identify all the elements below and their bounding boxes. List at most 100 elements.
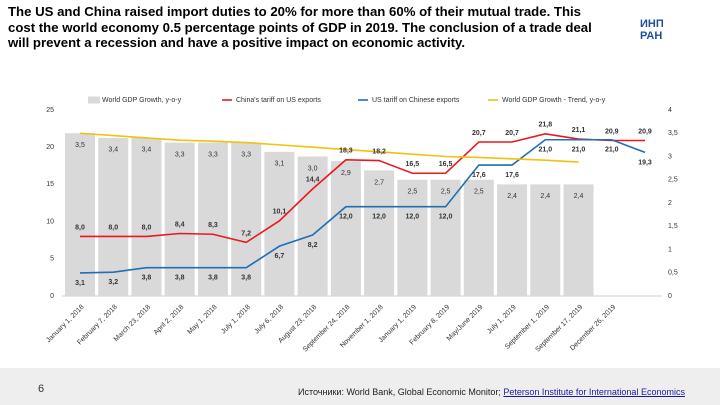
data-label: 21,0 — [572, 147, 586, 154]
data-label: 2,7 — [374, 179, 384, 186]
data-label: 16,5 — [439, 161, 453, 168]
y2-tick-label: 2 — [668, 200, 672, 207]
data-label: 21,8 — [538, 122, 552, 129]
bar — [264, 151, 295, 296]
slide-title: The US and China raised import duties to… — [8, 4, 592, 50]
y2-tick-label: 1,5 — [668, 223, 678, 230]
data-label: 19,3 — [638, 159, 652, 166]
data-label: 16,5 — [406, 161, 420, 168]
legend-label: China's tariff on US exports — [236, 97, 321, 104]
x-tick-label: May/June 2019 — [446, 304, 485, 343]
legend-swatch — [88, 96, 100, 104]
bar — [430, 179, 461, 296]
x-tick-label: March 23, 2018 — [113, 304, 152, 343]
data-label: 8,4 — [175, 221, 185, 228]
y-tick-label: 20 — [46, 144, 54, 151]
data-label: 6,7 — [275, 253, 285, 260]
y2-tick-label: 3 — [668, 153, 672, 160]
line — [79, 132, 579, 163]
data-label: 10,1 — [273, 209, 287, 216]
x-tick-label: July 6, 2018 — [253, 304, 285, 336]
data-label: 3,8 — [175, 275, 185, 282]
y2-tick-label: 0,5 — [668, 270, 678, 277]
y2-tick-label: 1 — [668, 246, 672, 253]
data-label: 3,1 — [275, 161, 285, 168]
data-label: 2,4 — [574, 193, 584, 200]
bar — [98, 137, 129, 296]
bar — [397, 179, 428, 296]
page-number: 6 — [38, 383, 45, 395]
data-label: 21,0 — [605, 147, 619, 154]
y-tick-label: 10 — [46, 218, 54, 225]
y-tick-label: 5 — [50, 256, 54, 263]
data-label: 12,0 — [372, 214, 386, 221]
data-label: 8,3 — [208, 222, 218, 229]
bar — [364, 170, 395, 296]
legend-label: US tariff on Chinese exports — [372, 97, 460, 104]
data-label: 17,6 — [505, 172, 519, 179]
bar — [463, 179, 494, 296]
data-label: 17,6 — [472, 172, 486, 179]
source-link[interactable]: Peterson Institute for International Eco… — [503, 387, 685, 397]
data-label: 20,7 — [472, 130, 486, 137]
data-label: 2,9 — [341, 170, 351, 177]
data-label: 12,0 — [339, 214, 353, 221]
y2-tick-label: 4 — [668, 107, 672, 114]
data-label: 2,5 — [407, 189, 417, 196]
data-label: 8,2 — [308, 242, 318, 249]
data-label: 12,0 — [439, 214, 453, 221]
legend-label: World GDP Growth, y-o-y — [102, 97, 182, 104]
bar — [197, 142, 228, 296]
x-tick-label: July 1, 2018 — [220, 304, 252, 336]
bar — [530, 184, 561, 296]
data-label: 21,0 — [538, 147, 552, 154]
data-label: 2,5 — [474, 189, 484, 196]
line — [80, 132, 645, 244]
bar — [330, 161, 361, 296]
source: Источники: World Bank, Global Economic M… — [298, 387, 685, 397]
y-tick-label: 15 — [46, 181, 54, 188]
x-tick-label: April 2, 2018 — [153, 304, 186, 337]
bar — [563, 184, 594, 296]
data-label: 8,0 — [75, 224, 85, 231]
data-label: 3,4 — [142, 147, 152, 154]
data-label: 3,8 — [241, 275, 251, 282]
footer — [0, 368, 720, 405]
source-text: Источники: World Bank, Global Economic M… — [298, 387, 504, 397]
data-label: 3,2 — [108, 279, 118, 286]
data-label: 3,8 — [208, 275, 218, 282]
y2-tick-label: 3,5 — [668, 130, 678, 137]
bar — [497, 184, 528, 296]
data-label: 3,5 — [75, 142, 85, 149]
data-label: 2,5 — [441, 189, 451, 196]
data-label: 3,8 — [142, 275, 152, 282]
x-tick-label: July 1, 2019 — [486, 304, 518, 336]
data-label: 20,7 — [505, 130, 519, 137]
data-label: 3,3 — [241, 151, 251, 158]
data-label: 8,0 — [142, 224, 152, 231]
y-tick-label: 25 — [46, 107, 54, 114]
legend-label: World GDP Growth - Trend, y-o-y — [502, 97, 606, 104]
data-label: 20,9 — [605, 128, 619, 135]
data-label: 3,4 — [108, 147, 118, 154]
data-label: 18,2 — [372, 148, 386, 155]
data-label: 14,4 — [306, 177, 320, 184]
data-label: 2,4 — [507, 193, 517, 200]
data-label: 3,0 — [308, 165, 318, 172]
data-label: 3,3 — [208, 151, 218, 158]
data-label: 8,0 — [108, 224, 118, 231]
data-label: 3,3 — [175, 151, 185, 158]
y-tick-label: 0 — [50, 293, 54, 300]
x-tick-label: May 1, 2018 — [186, 304, 218, 336]
y2-tick-label: 2,5 — [668, 177, 678, 184]
logo: ИНП РАН — [640, 18, 664, 42]
data-label: 21,1 — [572, 127, 586, 134]
data-label: 2,4 — [540, 193, 550, 200]
line — [79, 138, 646, 274]
data-label: 20,9 — [638, 128, 652, 135]
bar — [231, 142, 262, 296]
data-label: 12,0 — [406, 214, 420, 221]
data-label: 3,1 — [75, 280, 85, 287]
y2-tick-label: 0 — [668, 293, 672, 300]
